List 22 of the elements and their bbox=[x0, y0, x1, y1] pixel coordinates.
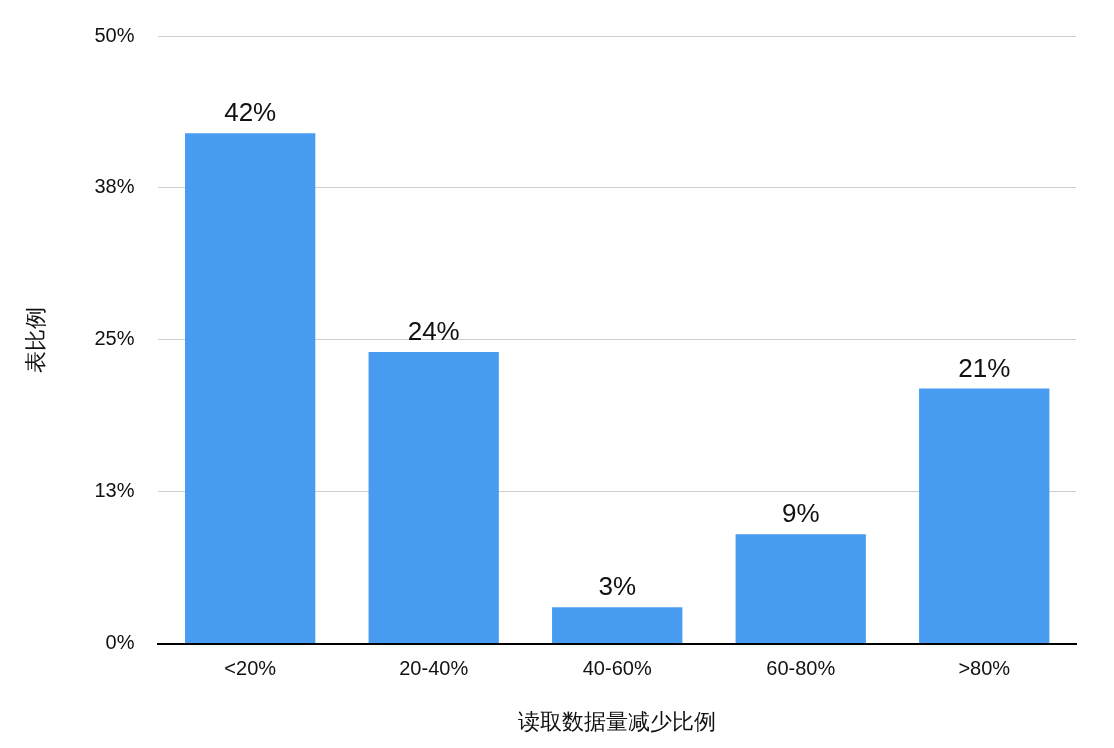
y-tick-label: 0% bbox=[105, 631, 135, 654]
bar bbox=[735, 534, 866, 644]
x-axis-title: 读取数据量减少比例 bbox=[518, 708, 717, 734]
data-label: 21% bbox=[958, 352, 1011, 383]
x-tick-label: 20-40% bbox=[399, 657, 469, 680]
x-tick-label: 60-80% bbox=[766, 657, 836, 680]
data-label: 42% bbox=[224, 97, 277, 128]
data-label: 9% bbox=[781, 498, 820, 529]
data-label: 3% bbox=[598, 571, 636, 602]
y-axis-title: 表比例 bbox=[23, 306, 49, 373]
bar bbox=[368, 351, 499, 644]
x-tick-label: >80% bbox=[958, 657, 1011, 680]
bar bbox=[185, 133, 316, 644]
y-tick-label: 50% bbox=[94, 23, 135, 46]
x-tick-label: <20% bbox=[224, 657, 277, 680]
bar bbox=[919, 388, 1050, 644]
x-tick-label: 40-60% bbox=[582, 657, 652, 680]
y-tick-label: 13% bbox=[94, 479, 135, 502]
data-label: 24% bbox=[407, 316, 460, 347]
bar bbox=[552, 607, 683, 644]
y-tick-label: 38% bbox=[94, 175, 135, 198]
y-tick-label: 25% bbox=[94, 327, 135, 350]
